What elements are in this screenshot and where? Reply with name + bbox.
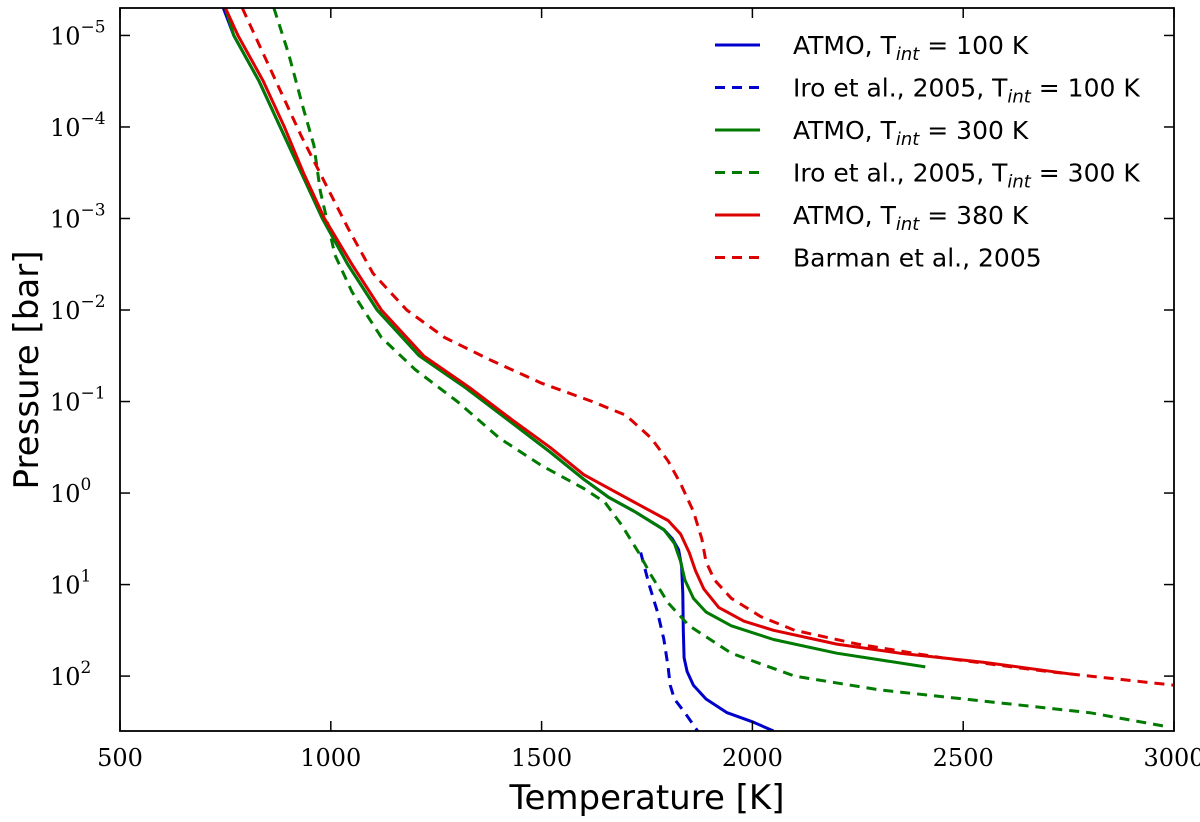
- x-tick-label: 1000: [300, 744, 361, 772]
- series-line-atmo-380: [224, 8, 1073, 676]
- series-line-atmo-300: [223, 8, 926, 669]
- x-axis-title: Temperature [K]: [508, 778, 784, 818]
- series-layer: [221, 8, 1174, 731]
- legend-label-atmo-300: ATMO, Tint = 300 K: [793, 116, 1029, 150]
- tick-layer: 500 1000 1500 2000 2500 3000 10−5 10−4 10−3 10−2 1…: [50, 8, 1200, 772]
- y-tick-label: 10−3: [50, 200, 106, 233]
- y-tick-label: 101: [50, 567, 91, 600]
- y-tick-label: 10−5: [50, 17, 106, 50]
- y-tick-label: 10−2: [50, 292, 106, 325]
- legend-label-atmo-100: ATMO, Tint = 100 K: [793, 31, 1029, 65]
- x-tick-label: 3000: [1143, 744, 1200, 772]
- y-tick-label: 10−4: [50, 109, 106, 142]
- legend-label-iro-100: Iro et al., 2005, Tint = 100 K: [793, 74, 1140, 108]
- x-tick-label: 1500: [511, 744, 572, 772]
- y-tick-label: 10−1: [50, 384, 106, 417]
- plot-frame: [119, 7, 1175, 732]
- series-line-iro-300: [272, 8, 1166, 728]
- series-line-iro-100: [639, 552, 699, 731]
- legend-label-atmo-380: ATMO, Tint = 380 K: [793, 201, 1029, 235]
- x-tick-label: 500: [97, 744, 143, 772]
- y-tick-label: 100: [50, 475, 91, 508]
- y-tick-label: 102: [50, 658, 91, 691]
- x-tick-label: 2000: [722, 744, 783, 772]
- series-line-barman: [240, 8, 1174, 687]
- legend-label-iro-300: Iro et al., 2005, Tint = 300 K: [793, 159, 1140, 193]
- legend-label-barman: Barman et al., 2005: [793, 244, 1042, 273]
- legend: ATMO, Tint = 100 K Iro et al., 2005, Tint…: [715, 31, 1140, 273]
- x-tick-label: 2500: [933, 744, 994, 772]
- y-axis-title: Pressure [bar]: [7, 251, 47, 490]
